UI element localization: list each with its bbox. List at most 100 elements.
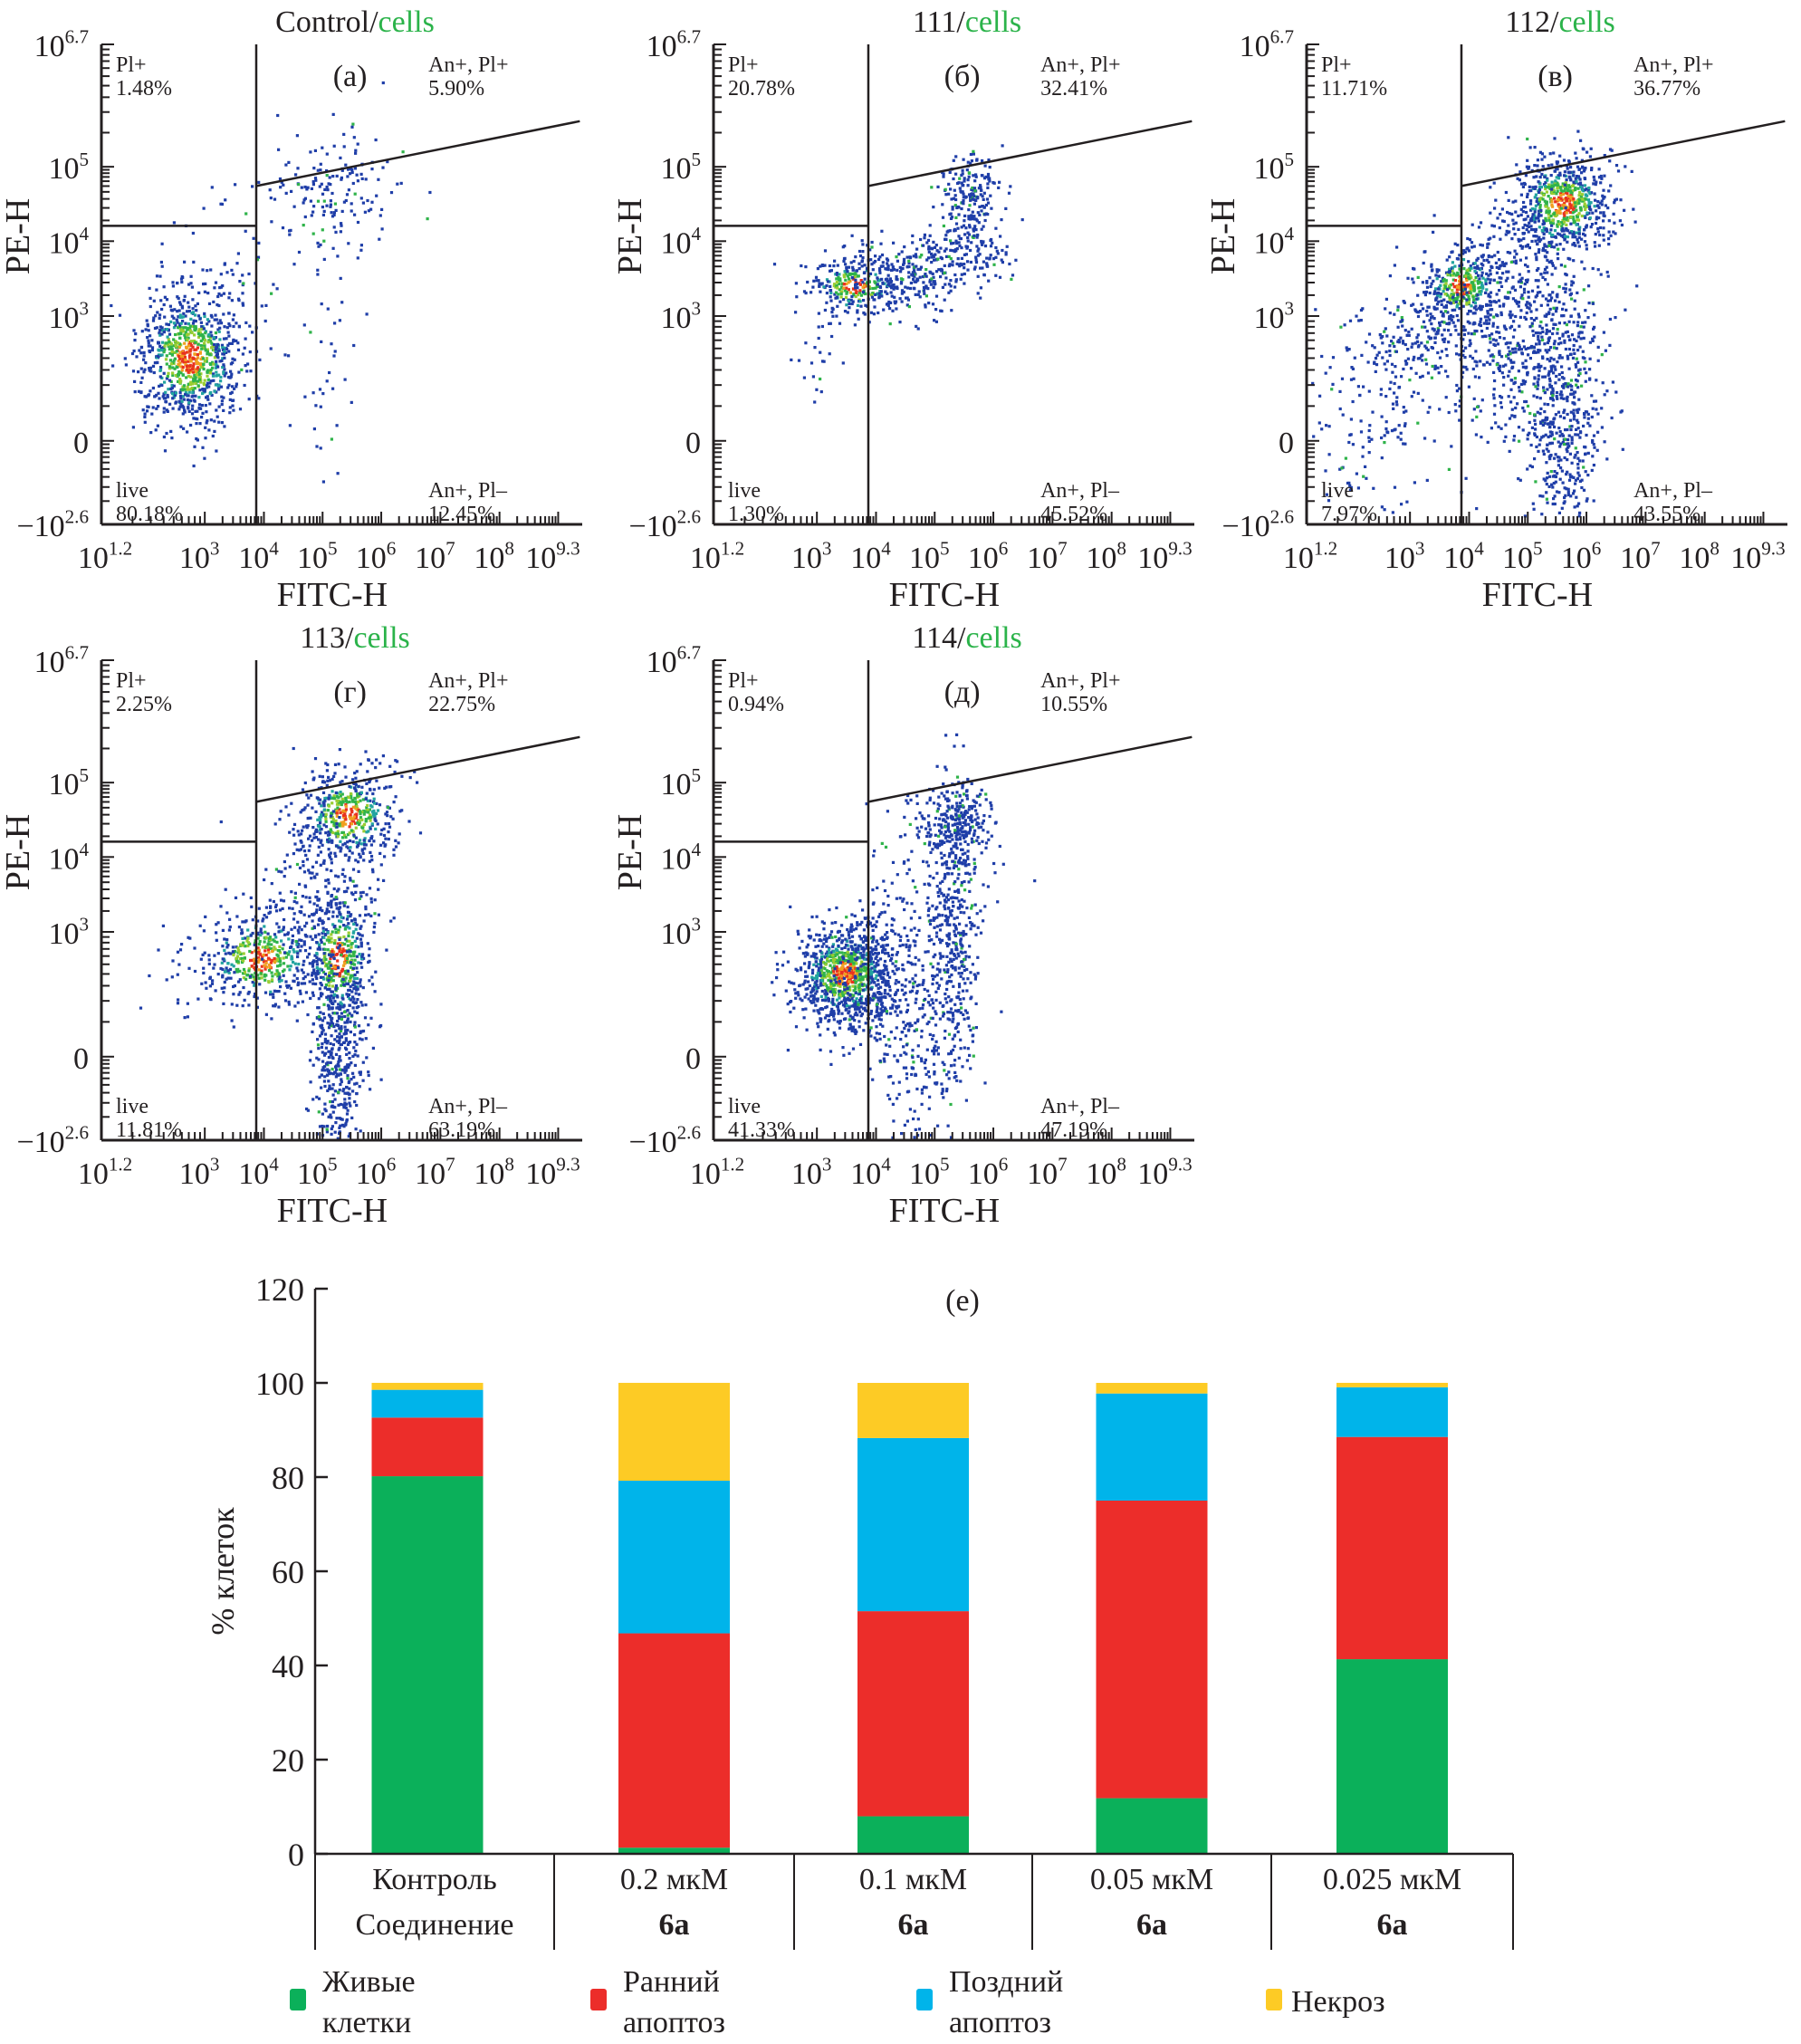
cell-event bbox=[874, 286, 877, 290]
cell-event bbox=[1367, 389, 1371, 393]
cell-event bbox=[1602, 219, 1605, 223]
cell-event bbox=[183, 408, 187, 412]
cell-event bbox=[1539, 303, 1543, 307]
cell-event bbox=[1487, 349, 1490, 352]
cell-event bbox=[1570, 170, 1574, 175]
cell-event bbox=[1543, 342, 1547, 346]
cell-event bbox=[186, 368, 189, 371]
cell-event bbox=[1507, 357, 1510, 360]
cell-event bbox=[1557, 464, 1560, 467]
cell-event bbox=[1505, 229, 1509, 233]
cell-event bbox=[180, 399, 184, 403]
cell-event bbox=[925, 241, 929, 245]
cell-event bbox=[880, 277, 884, 281]
cell-event bbox=[183, 333, 187, 337]
cell-event bbox=[248, 350, 252, 354]
cell-event bbox=[187, 382, 190, 386]
cell-event bbox=[1428, 319, 1432, 322]
cell-event bbox=[1542, 389, 1546, 393]
cell-event bbox=[1537, 267, 1540, 271]
cell-event bbox=[1489, 211, 1492, 215]
cell-event bbox=[1589, 191, 1594, 195]
cell-event bbox=[178, 315, 182, 319]
cell-event bbox=[982, 177, 987, 180]
cell-event bbox=[133, 379, 137, 383]
cell-event bbox=[157, 405, 160, 408]
cell-event bbox=[1560, 314, 1564, 318]
cell-event bbox=[994, 273, 998, 277]
cell-event bbox=[1007, 191, 1011, 195]
cell-event bbox=[1596, 226, 1600, 231]
cell-event bbox=[1602, 238, 1605, 242]
x-tick-label-base: 10 bbox=[297, 542, 328, 575]
cell-event bbox=[1593, 446, 1596, 449]
cell-event bbox=[1458, 399, 1461, 403]
cell-event bbox=[1535, 255, 1538, 259]
cell-event bbox=[194, 394, 197, 398]
cell-event bbox=[311, 391, 315, 395]
cell-event bbox=[1573, 338, 1576, 341]
cell-event bbox=[229, 362, 233, 366]
cell-event bbox=[1492, 300, 1497, 303]
cell-event bbox=[906, 298, 910, 302]
cell-event bbox=[1564, 283, 1567, 286]
cell-event bbox=[1467, 283, 1470, 287]
cell-event bbox=[197, 291, 201, 294]
cell-event bbox=[369, 207, 373, 211]
cell-event bbox=[854, 283, 857, 287]
y-tick-label: 104 bbox=[660, 223, 701, 260]
cell-event bbox=[1566, 382, 1570, 386]
cell-event bbox=[191, 390, 195, 394]
cell-event bbox=[1517, 348, 1520, 351]
cell-event bbox=[1551, 312, 1555, 316]
cell-event bbox=[962, 199, 965, 203]
cell-event bbox=[1379, 336, 1383, 340]
cell-event bbox=[1570, 184, 1574, 188]
cell-event bbox=[846, 270, 849, 273]
cell-event bbox=[236, 297, 241, 301]
cell-event bbox=[1548, 475, 1552, 478]
cell-event bbox=[1538, 200, 1541, 204]
cell-event bbox=[217, 303, 221, 308]
cell-event bbox=[872, 312, 876, 316]
cell-event bbox=[1461, 289, 1465, 293]
cell-event bbox=[1402, 410, 1406, 414]
cell-event bbox=[1475, 297, 1479, 301]
cell-event bbox=[1533, 433, 1537, 437]
cell-event bbox=[1526, 245, 1529, 248]
cell-event bbox=[314, 404, 318, 408]
cell-event bbox=[1523, 283, 1527, 286]
cell-event bbox=[850, 276, 854, 280]
cell-event bbox=[960, 226, 963, 229]
cell-event bbox=[1511, 275, 1515, 279]
cell-event bbox=[1518, 439, 1521, 443]
cell-event bbox=[1394, 350, 1398, 353]
cell-event bbox=[1556, 232, 1560, 235]
cell-event bbox=[201, 268, 205, 272]
cell-event bbox=[1552, 456, 1557, 460]
cell-event bbox=[1583, 228, 1586, 232]
cell-event bbox=[856, 286, 859, 290]
cell-event bbox=[171, 284, 175, 288]
cell-event bbox=[1540, 152, 1544, 156]
cell-event bbox=[196, 314, 201, 318]
cell-event bbox=[1515, 163, 1518, 167]
cell-event bbox=[1606, 206, 1610, 210]
x-tick-label: 101.2 bbox=[1283, 538, 1337, 575]
cell-event bbox=[918, 255, 922, 259]
cell-event bbox=[1371, 344, 1375, 348]
cell-event bbox=[1020, 218, 1024, 222]
cell-event bbox=[1538, 187, 1542, 192]
cell-event bbox=[1534, 204, 1538, 207]
cell-event bbox=[1567, 434, 1571, 437]
cell-event bbox=[1518, 273, 1521, 276]
cell-event bbox=[1576, 433, 1580, 437]
cell-event bbox=[1557, 378, 1561, 381]
cell-event bbox=[870, 292, 874, 295]
cell-event bbox=[822, 285, 826, 289]
cell-event bbox=[1416, 314, 1421, 319]
cell-event bbox=[852, 259, 856, 264]
cell-event bbox=[1570, 385, 1574, 389]
cell-event bbox=[932, 280, 935, 283]
cell-event bbox=[1542, 219, 1546, 223]
